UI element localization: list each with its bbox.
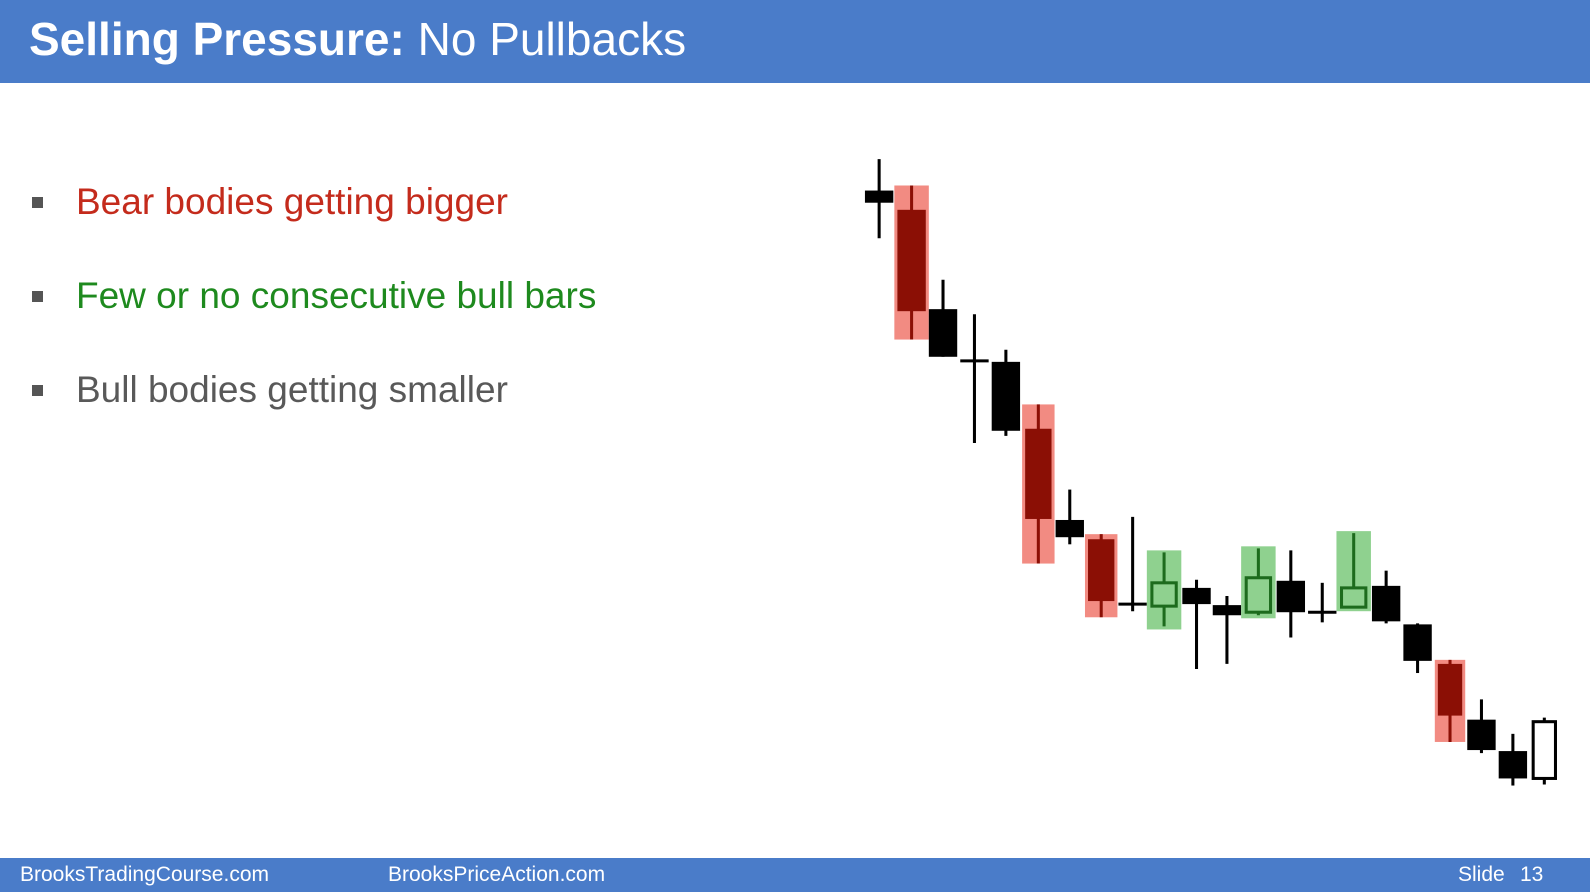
bullet-marker <box>32 385 43 396</box>
header: Selling Pressure: No Pullbacks <box>0 0 1590 83</box>
bear-body <box>991 361 1021 431</box>
bear-body <box>1371 585 1401 622</box>
bear-body <box>864 190 894 203</box>
bullet-marker <box>32 291 43 302</box>
bear-body <box>1055 519 1084 538</box>
bear-body <box>1403 624 1432 661</box>
bull-body <box>1244 576 1273 614</box>
bull-body <box>1340 586 1368 609</box>
bear-body <box>1212 605 1242 616</box>
bullet-text: Bear bodies getting bigger <box>76 181 508 222</box>
bear-body <box>897 209 926 312</box>
bear-body <box>1025 428 1052 519</box>
bullet-marker <box>32 197 43 208</box>
bullet-text: Few or no consecutive bull bars <box>76 275 597 316</box>
slide-label: Slide <box>1458 863 1505 886</box>
slide-number: 13 <box>1520 863 1544 886</box>
candlestick-illustration <box>864 159 1557 786</box>
bear-body <box>1088 539 1115 602</box>
bear-body <box>1467 719 1496 751</box>
footer: BrooksTradingCourse.com BrooksPriceActio… <box>0 858 1590 892</box>
title-rest: No Pullbacks <box>417 13 687 65</box>
bear-body <box>1437 663 1463 716</box>
bullet-list: Bear bodies getting bigger Few or no cons… <box>30 172 596 454</box>
bull-body <box>1150 581 1178 608</box>
bullet: Bear bodies getting bigger <box>30 172 596 266</box>
bear-body <box>1276 580 1306 613</box>
footer-site: BrooksTradingCourse.com <box>20 863 269 886</box>
bullet: Bull bodies getting smaller <box>30 360 596 454</box>
bear-body <box>1498 751 1528 779</box>
title-bold: Selling Pressure: <box>29 13 405 65</box>
bear-body <box>1182 587 1211 605</box>
bull-body <box>1531 720 1557 780</box>
bullet: Few or no consecutive bull bars <box>30 266 596 360</box>
footer-site: BrooksPriceAction.com <box>388 863 606 886</box>
bear-body <box>928 309 958 357</box>
bullet-text: Bull bodies getting smaller <box>76 369 508 410</box>
